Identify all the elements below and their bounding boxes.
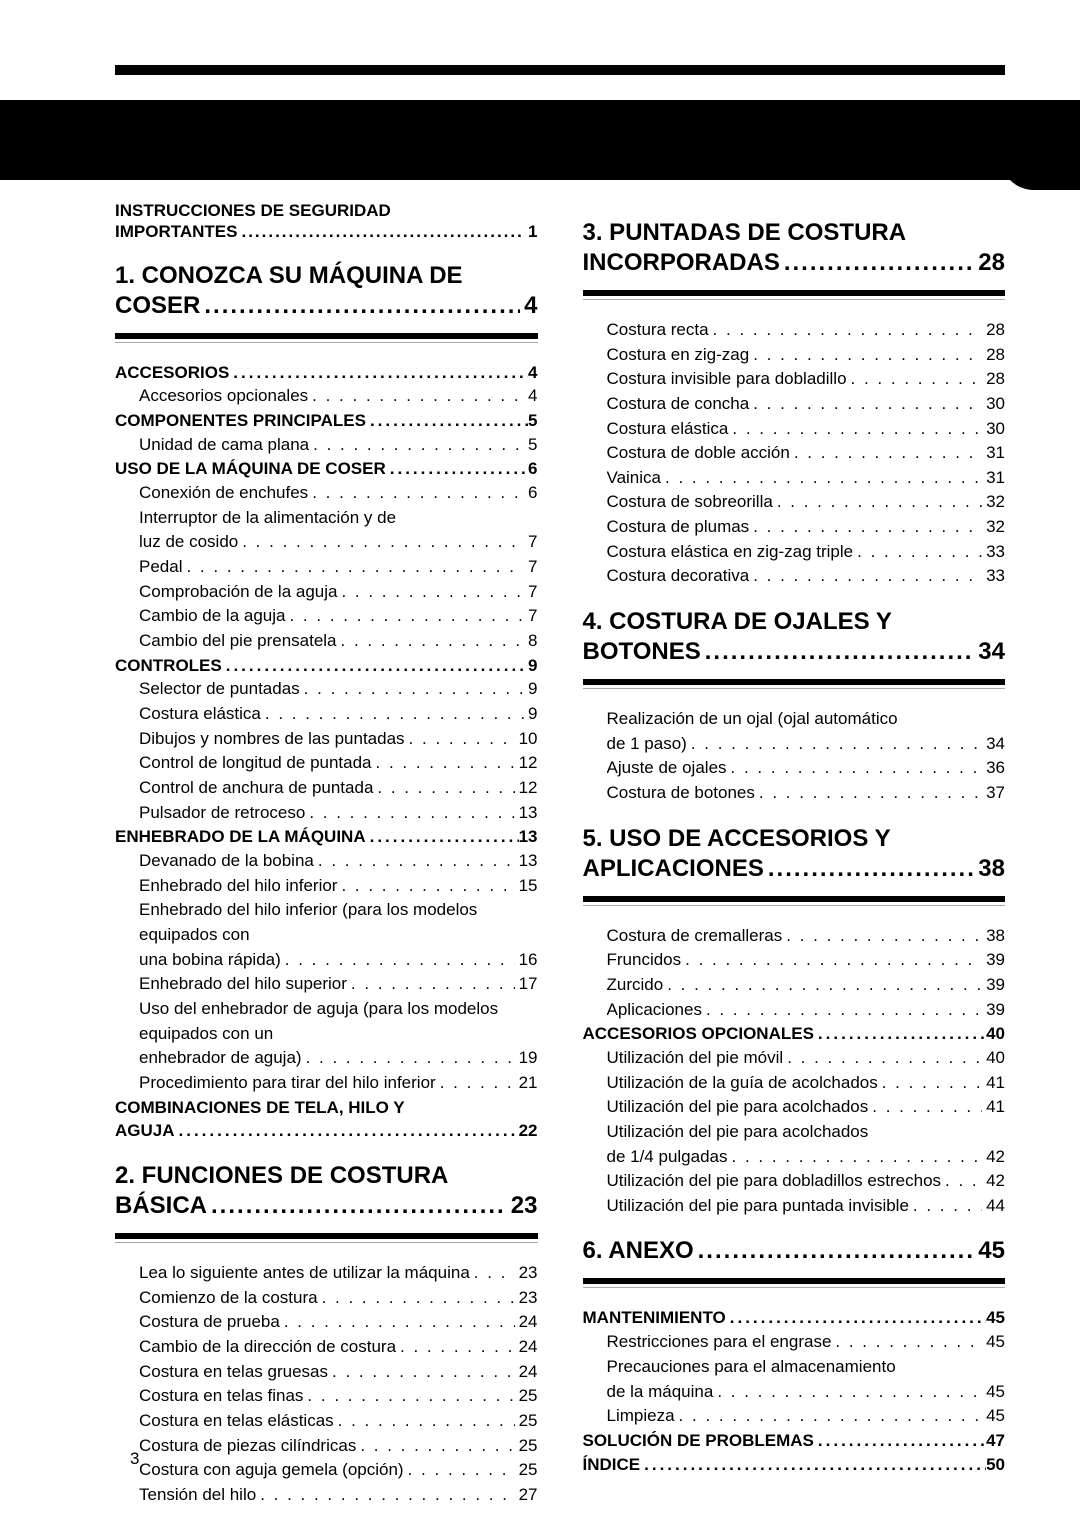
toc-entry: Cambio del pie prensatela . . . . . . . … — [115, 629, 538, 654]
toc-entry: Pulsador de retroceso . . . . . . . . . … — [115, 801, 538, 826]
toc-entry: Costura de doble acción . . . . . . . . … — [583, 441, 1006, 466]
toc-entry: Vainica . . . . . . . . . . . . . . . . … — [583, 466, 1006, 491]
toc-entry: Interruptor de la alimentación y de luz … — [115, 506, 538, 555]
toc-entry: Precauciones para el almacenamiento de l… — [583, 1355, 1006, 1404]
toc-entry: Costura elástica . . . . . . . . . . . .… — [583, 417, 1006, 442]
toc-entry: Ajuste de ojales . . . . . . . . . . . .… — [583, 756, 1006, 781]
section-heading: MANTENIMIENTO...........................… — [583, 1306, 1006, 1330]
toc-entry: Lea lo siguiente antes de utilizar la má… — [115, 1261, 538, 1286]
toc-entry: Costura invisible para dobladillo . . . … — [583, 367, 1006, 392]
toc-entry: Pedal . . . . . . . . . . . . . . . . . … — [115, 555, 538, 580]
toc-entry: Utilización de la guía de acolchados . .… — [583, 1071, 1006, 1096]
toc-entry: Costura elástica en zig-zag triple . . .… — [583, 540, 1006, 565]
toc-entry: Costura decorativa . . . . . . . . . . .… — [583, 564, 1006, 589]
toc-entry: Procedimiento para tirar del hilo inferi… — [115, 1071, 538, 1096]
toc-entry: Unidad de cama plana . . . . . . . . . .… — [115, 433, 538, 458]
section-heading: SOLUCIÓN DE PROBLEMAS...................… — [583, 1429, 1006, 1453]
toc-entry: Comprobación de la aguja . . . . . . . .… — [115, 580, 538, 605]
toc-intro: INSTRUCCIONES DE SEGURIDAD IMPORTANTES .… — [115, 200, 538, 243]
toc-entry: Costura en telas finas . . . . . . . . .… — [115, 1384, 538, 1409]
section-heading: CONTROLES...............................… — [115, 654, 538, 678]
toc-entry: Utilización del pie móvil . . . . . . . … — [583, 1046, 1006, 1071]
toc-chapter: 1. CONOZCA SU MÁQUINA DE COSER .........… — [115, 261, 538, 1144]
toc-entry: Tensión del hilo . . . . . . . . . . . .… — [115, 1483, 538, 1508]
toc-entry: Fruncidos . . . . . . . . . . . . . . . … — [583, 948, 1006, 973]
toc-entry: Devanado de la bobina . . . . . . . . . … — [115, 849, 538, 874]
toc-entry: Conexión de enchufes . . . . . . . . . .… — [115, 481, 538, 506]
chapter-title: 1. CONOZCA SU MÁQUINA DE COSER .........… — [115, 261, 538, 321]
chapter-title: 6. ANEXO ...............................… — [583, 1236, 1006, 1266]
section-heading: COMBINACIONES DE TELA, HILO Y — [115, 1096, 538, 1120]
toc-entry: Costura de piezas cilíndricas . . . . . … — [115, 1434, 538, 1459]
toc-entry: Enhebrado del hilo inferior (para los mo… — [115, 898, 538, 972]
right-column: 3. PUNTADAS DE COSTURA INCORPORADAS ....… — [583, 200, 1006, 1508]
section-heading: ÍNDICE..................................… — [583, 1453, 1006, 1477]
toc-entry: Control de longitud de puntada . . . . .… — [115, 751, 538, 776]
toc-entry: Costura de sobreorilla . . . . . . . . .… — [583, 490, 1006, 515]
toc-entry: Costura en telas gruesas . . . . . . . .… — [115, 1360, 538, 1385]
toc-entry: Accesorios opcionales . . . . . . . . . … — [115, 384, 538, 409]
chapter-title: 4. COSTURA DE OJALES Y BOTONES .........… — [583, 607, 1006, 667]
thumb-tab — [1000, 100, 1080, 190]
section-heading: USO DE LA MÁQUINA DE COSER..............… — [115, 457, 538, 481]
manual-toc-page: INSTRUCCIONES DE SEGURIDAD IMPORTANTES .… — [0, 0, 1080, 1529]
toc-entry: Costura elástica . . . . . . . . . . . .… — [115, 702, 538, 727]
toc-entry: Costura de plumas . . . . . . . . . . . … — [583, 515, 1006, 540]
toc-entry: Comienzo de la costura . . . . . . . . .… — [115, 1286, 538, 1311]
toc-entry: Cambio de la dirección de costura . . . … — [115, 1335, 538, 1360]
toc-entry: Control de anchura de puntada . . . . . … — [115, 776, 538, 801]
toc-entry: Utilización del pie para acolchados . . … — [583, 1095, 1006, 1120]
toc-chapter: 4. COSTURA DE OJALES Y BOTONES .........… — [583, 607, 1006, 806]
toc-entry: Costura recta . . . . . . . . . . . . . … — [583, 318, 1006, 343]
top-rule — [115, 65, 1005, 75]
toc-entry: Limpieza . . . . . . . . . . . . . . . .… — [583, 1404, 1006, 1429]
chapter-title: 5. USO DE ACCESORIOS Y APLICACIONES ....… — [583, 824, 1006, 884]
header-band — [0, 100, 1080, 180]
toc-entry: Costura de prueba . . . . . . . . . . . … — [115, 1310, 538, 1335]
toc-entry: Uso del enhebrador de aguja (para los mo… — [115, 997, 538, 1071]
toc-chapter: 6. ANEXO ...............................… — [583, 1236, 1006, 1476]
toc-entry: Costura en telas elásticas . . . . . . .… — [115, 1409, 538, 1434]
section-heading: ACCESORIOS..............................… — [115, 361, 538, 385]
toc-entry: Cambio de la aguja . . . . . . . . . . .… — [115, 604, 538, 629]
toc-entry: Costura de botones . . . . . . . . . . .… — [583, 781, 1006, 806]
toc-entry: Enhebrado del hilo superior . . . . . . … — [115, 972, 538, 997]
toc-entry: Costura con aguja gemela (opción) . . . … — [115, 1458, 538, 1483]
left-column: INSTRUCCIONES DE SEGURIDAD IMPORTANTES .… — [115, 200, 538, 1508]
toc-entry: Realización de un ojal (ojal automático … — [583, 707, 1006, 756]
toc-entry: Restricciones para el engrase . . . . . … — [583, 1330, 1006, 1355]
toc-entry: Utilización del pie para puntada invisib… — [583, 1194, 1006, 1219]
page-number: 3 — [130, 1449, 139, 1469]
toc-entry: Dibujos y nombres de las puntadas . . . … — [115, 727, 538, 752]
toc-chapter: 2. FUNCIONES DE COSTURA BÁSICA .........… — [115, 1161, 538, 1507]
toc-entry: Utilización del pie para acolchados de 1… — [583, 1120, 1006, 1169]
toc-entry: Utilización del pie para dobladillos est… — [583, 1169, 1006, 1194]
section-heading: ENHEBRADO DE LA MÁQUINA.................… — [115, 825, 538, 849]
toc-entry: Costura en zig-zag . . . . . . . . . . .… — [583, 343, 1006, 368]
section-heading: COMPONENTES PRINCIPALES.................… — [115, 409, 538, 433]
toc-chapter: 5. USO DE ACCESORIOS Y APLICACIONES ....… — [583, 824, 1006, 1219]
toc-entry: Costura de cremalleras . . . . . . . . .… — [583, 924, 1006, 949]
toc-chapter: 3. PUNTADAS DE COSTURA INCORPORADAS ....… — [583, 218, 1006, 589]
toc-entry: Selector de puntadas . . . . . . . . . .… — [115, 677, 538, 702]
toc-entry: Aplicaciones . . . . . . . . . . . . . .… — [583, 998, 1006, 1023]
toc-entry: Costura de concha . . . . . . . . . . . … — [583, 392, 1006, 417]
section-heading: ACCESORIOS OPCIONALES...................… — [583, 1022, 1006, 1046]
toc-entry: Enhebrado del hilo inferior . . . . . . … — [115, 874, 538, 899]
toc-content: INSTRUCCIONES DE SEGURIDAD IMPORTANTES .… — [115, 200, 1005, 1508]
chapter-title: 2. FUNCIONES DE COSTURA BÁSICA .........… — [115, 1161, 538, 1221]
toc-entry: Zurcido . . . . . . . . . . . . . . . . … — [583, 973, 1006, 998]
chapter-title: 3. PUNTADAS DE COSTURA INCORPORADAS ....… — [583, 218, 1006, 278]
